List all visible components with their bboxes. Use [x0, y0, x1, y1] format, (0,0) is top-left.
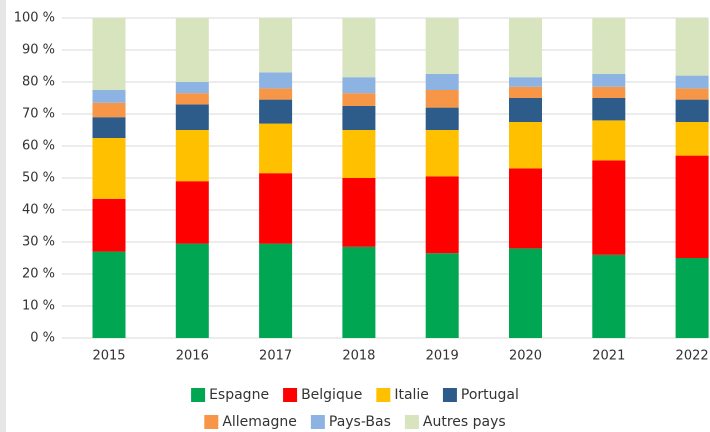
x-tick-label: 2019 [426, 349, 459, 364]
legend-label: Autres pays [423, 414, 506, 430]
bar-segment [425, 18, 459, 74]
bar-segment [509, 86, 542, 98]
bar-segment [175, 82, 209, 94]
bar-segment [342, 246, 376, 338]
bar-segment [92, 138, 126, 199]
bar-segment [509, 18, 542, 78]
y-tick-label: 80 % [22, 75, 55, 90]
bar-segment [259, 72, 293, 89]
bar-segment [675, 99, 709, 122]
x-tick-label: 2017 [259, 349, 292, 364]
bar-segment [592, 18, 626, 74]
bar-segment [342, 178, 376, 247]
bar-segment [675, 155, 709, 258]
bar-segment [259, 173, 293, 244]
bar-segment [509, 168, 542, 249]
bar-segment [92, 251, 126, 338]
bar-segment [425, 107, 459, 130]
bar-segment [92, 198, 126, 252]
bar-segment [675, 18, 709, 76]
bar-segment [92, 102, 126, 118]
bar-segment [175, 104, 209, 130]
bar-segment [425, 253, 459, 338]
x-tick-label: 2020 [509, 349, 542, 364]
bar-segment [509, 122, 542, 169]
legend-swatch [191, 388, 206, 402]
legend-swatch [442, 388, 457, 402]
bar-segment [175, 243, 209, 338]
bar-segment [342, 18, 376, 78]
bar-segment [92, 18, 126, 90]
bar-segment [425, 74, 459, 90]
bar-segment [342, 106, 376, 130]
bar-segment [342, 93, 376, 106]
legend-label: Italie [394, 387, 429, 403]
bar-segment [175, 93, 209, 105]
bar-segment [675, 122, 709, 156]
legend-label: Allemagne [222, 414, 297, 430]
x-tick-label: 2021 [592, 349, 625, 364]
bar-segment [425, 130, 459, 177]
bar-segment [592, 254, 626, 338]
bar-segment [675, 88, 709, 100]
y-tick-label: 40 % [22, 203, 55, 218]
legend-swatch [204, 415, 219, 429]
legend-swatch [283, 388, 298, 402]
x-tick-label: 2018 [342, 349, 375, 364]
bar-segment [675, 75, 709, 89]
bar-segment [259, 99, 293, 124]
x-tick-label: 2016 [176, 349, 209, 364]
bar-segment [592, 160, 626, 255]
bar-segment [425, 90, 459, 108]
x-tick-label: 2022 [676, 349, 709, 364]
bar-segment [592, 120, 626, 161]
bar-segment [259, 243, 293, 338]
legend-label: Portugal [461, 387, 519, 403]
bar-segment [342, 130, 376, 178]
bar-segment [92, 90, 126, 103]
bar-segment [259, 123, 293, 174]
bar-segment [259, 88, 293, 100]
bar-segment [175, 130, 209, 182]
x-tick-label: 2015 [92, 349, 125, 364]
bar-segment [509, 98, 542, 122]
bar-segment [92, 117, 126, 138]
legend-label: Espagne [209, 387, 269, 403]
bar-segment [592, 74, 626, 87]
y-tick-label: 10 % [22, 299, 55, 314]
bar-segment [509, 77, 542, 87]
y-tick-label: 70 % [22, 107, 55, 122]
bar-segment [592, 98, 626, 121]
y-tick-label: 20 % [22, 267, 55, 282]
legend-swatch [376, 388, 391, 402]
legend-swatch [310, 415, 325, 429]
y-tick-label: 100 % [14, 11, 55, 26]
y-tick-label: 60 % [22, 139, 55, 154]
legend-label: Pays-Bas [329, 414, 391, 430]
bar-segment [675, 258, 709, 338]
bar-segment [175, 181, 209, 244]
bar-segment [175, 18, 209, 82]
y-tick-label: 90 % [22, 43, 55, 58]
legend-label: Belgique [301, 387, 362, 403]
bar-segment [509, 248, 542, 338]
legend-swatch [404, 415, 419, 429]
y-tick-label: 30 % [22, 235, 55, 250]
left-edge [0, 0, 6, 432]
bar-segment [425, 176, 459, 254]
bar-segment [259, 18, 293, 73]
bar-segment [342, 77, 376, 94]
y-tick-label: 0 % [30, 331, 55, 346]
bar-segment [592, 86, 626, 98]
y-tick-label: 50 % [22, 171, 55, 186]
